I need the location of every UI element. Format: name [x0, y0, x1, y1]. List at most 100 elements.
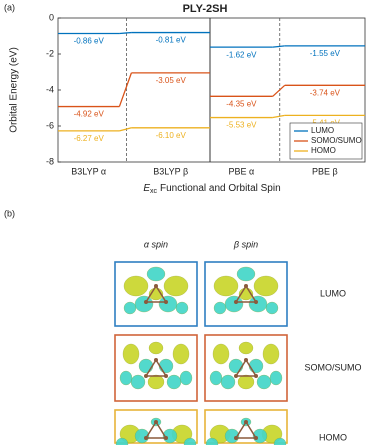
orbital-lobe — [248, 295, 268, 313]
chart-title: PLY-2SH — [183, 3, 228, 15]
orbital-lobe — [123, 275, 149, 297]
atom — [154, 358, 158, 362]
orbital-lobe — [248, 358, 264, 374]
y-tick-label: -2 — [46, 48, 54, 58]
orbital-lobe — [175, 301, 189, 315]
value-label: -6.27 eV — [74, 134, 105, 143]
orbital-lobe — [253, 275, 279, 297]
orbital-image — [114, 409, 198, 445]
atom — [154, 284, 158, 288]
atom — [234, 436, 238, 440]
y-tick-label: -4 — [46, 84, 54, 94]
value-label: -4.92 eV — [74, 110, 105, 119]
orbital-lobe — [158, 358, 174, 374]
orbital-image — [114, 334, 198, 402]
orbital-lobe — [262, 343, 280, 365]
atom — [254, 436, 258, 440]
orbital-lobe — [269, 370, 283, 386]
connector — [119, 31, 132, 35]
legend-label: LUMO — [311, 126, 334, 135]
bond — [145, 359, 157, 377]
x-tick-label: PBE β — [312, 166, 338, 176]
orbital-lobe — [158, 295, 178, 313]
value-label: -5.53 eV — [226, 121, 257, 130]
y-tick-label: -6 — [46, 120, 54, 130]
y-tick-label: -8 — [46, 156, 54, 166]
orbital-lobe — [179, 370, 193, 386]
atom — [244, 420, 248, 424]
orbital-image — [204, 409, 288, 445]
value-label: -4.35 eV — [226, 99, 257, 108]
orbital-lobe — [236, 266, 256, 282]
column-header: β spin — [233, 239, 258, 249]
y-tick-label: 0 — [49, 12, 54, 22]
orbital-lobe — [238, 341, 254, 355]
value-label: -3.74 eV — [310, 88, 341, 97]
orbital-image — [204, 261, 288, 327]
x-tick-label: B3LYP β — [153, 166, 188, 176]
orbital-lobe — [273, 437, 287, 445]
orbital-lobe — [146, 266, 166, 282]
x-axis-label: Exc Functional and Orbital Spin — [143, 183, 280, 195]
orbital-lobe — [119, 370, 133, 386]
atom — [164, 374, 168, 378]
x-tick-label: PBE α — [229, 166, 255, 176]
orbital-lobe — [138, 358, 154, 374]
connector — [119, 127, 132, 132]
orbital-lobe — [115, 437, 129, 445]
bond — [155, 359, 167, 377]
orbital-lobe — [224, 295, 244, 313]
atom — [144, 300, 148, 304]
orbital-lobe — [213, 275, 239, 297]
atom — [144, 374, 148, 378]
x-label-text: Functional and Orbital Spin — [160, 183, 281, 194]
atom — [254, 374, 258, 378]
orbital-image — [204, 334, 288, 402]
atom — [234, 374, 238, 378]
row-label: SOMO/SUMO — [304, 362, 361, 372]
orbital-lobe — [228, 358, 244, 374]
bond — [245, 421, 257, 439]
orbital-lobe — [183, 437, 197, 445]
atom — [144, 436, 148, 440]
atom — [244, 358, 248, 362]
atom — [254, 300, 258, 304]
orbital-lobe — [213, 301, 227, 315]
value-label: -1.55 eV — [310, 49, 341, 58]
orbital-lobe — [237, 374, 255, 390]
bond — [235, 359, 247, 377]
atom — [164, 436, 168, 440]
orbital-lobe — [172, 343, 190, 365]
value-label: -0.86 eV — [74, 37, 105, 46]
orbital-lobe — [220, 374, 236, 390]
orbital-lobe — [256, 374, 272, 390]
orbital-lobe — [134, 295, 154, 313]
connector — [272, 114, 285, 119]
orbital-lobe — [147, 374, 165, 390]
atom — [234, 300, 238, 304]
bond — [145, 421, 157, 439]
bond — [245, 359, 257, 377]
orbital-lobe — [265, 301, 279, 315]
atom — [164, 300, 168, 304]
panel-label: (b) — [4, 208, 15, 218]
x-tick-label: B3LYP α — [71, 166, 106, 176]
row-label: HOMO — [319, 432, 347, 442]
x-label-subscript: xc — [150, 188, 158, 195]
row-label: LUMO — [320, 288, 346, 298]
x-label-symbol: E — [143, 183, 150, 194]
orbital-lobe — [205, 437, 219, 445]
legend-label: SOMO/SUMO — [311, 136, 362, 145]
bond — [155, 285, 167, 303]
bond — [155, 421, 167, 439]
orbital-image — [114, 261, 198, 327]
connector — [118, 72, 133, 107]
y-axis-label: Orbital Energy (eV) — [9, 47, 20, 133]
orbital-lobe — [123, 301, 137, 315]
atom — [244, 284, 248, 288]
panel-label: (a) — [4, 2, 15, 12]
bond — [145, 285, 157, 303]
orbital-lobe — [163, 275, 189, 297]
atom — [154, 420, 158, 424]
